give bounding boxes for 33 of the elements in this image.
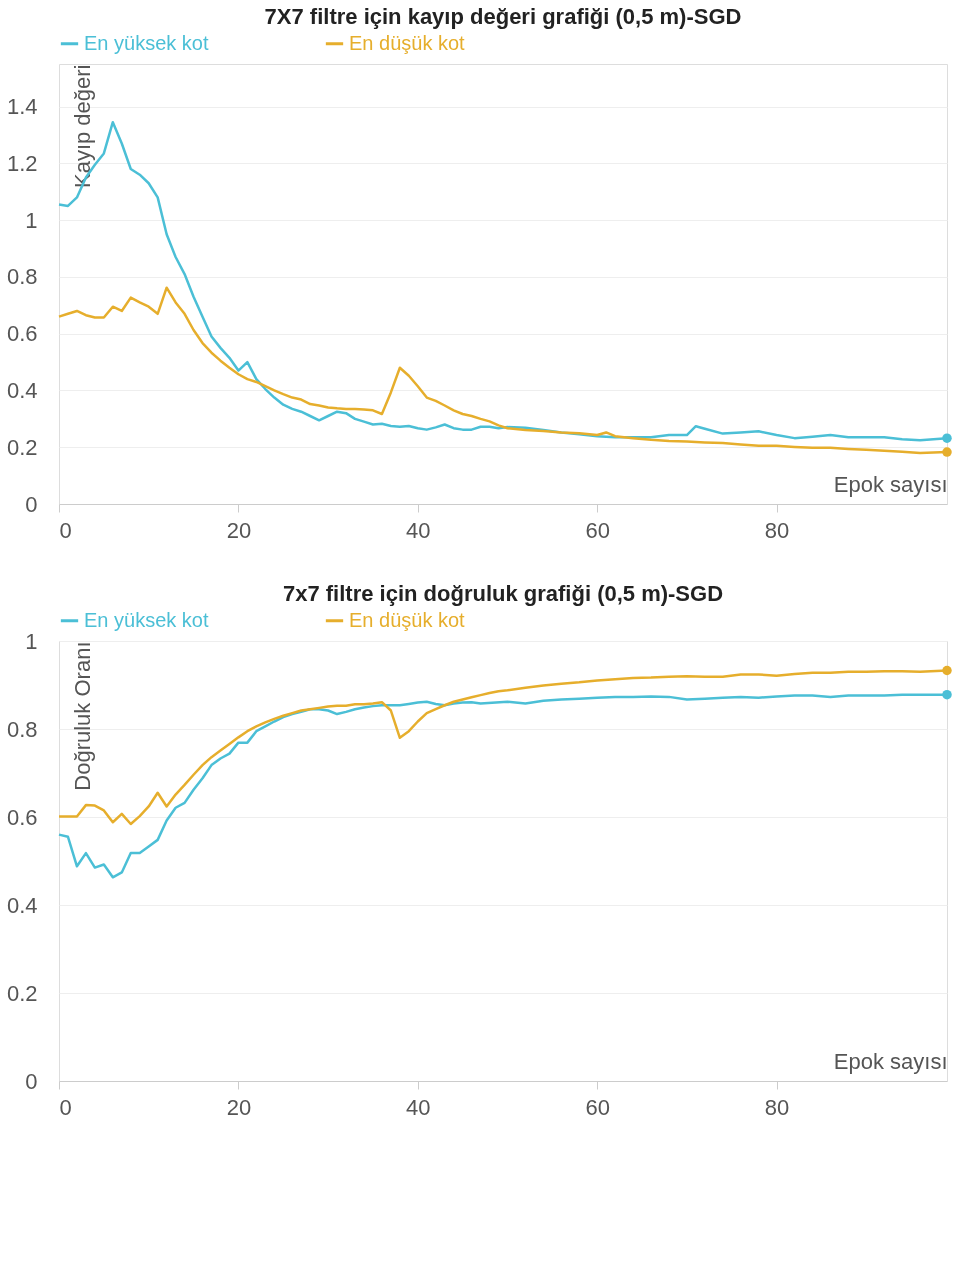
x-tick-label: 0 [59, 1094, 72, 1120]
y-tick-label: 1.2 [6, 150, 38, 176]
x-tick-label: 40 [406, 517, 431, 543]
y-tick-label: 0.6 [6, 804, 38, 830]
legend-label: En düşük kot [349, 608, 466, 631]
chart-title: 7X7 filtre için kayıp değeri grafiği (0,5 m)-SGD [264, 4, 742, 29]
legend-label: En yüksek kot [84, 31, 209, 54]
x-tick-label: 20 [226, 1094, 252, 1120]
y-tick-label: 0 [25, 491, 38, 517]
x-tick-label: 60 [585, 517, 610, 543]
x-axis-title: Epok sayısı [833, 1048, 948, 1074]
y-tick-label: 0.2 [6, 980, 38, 1006]
y-tick-label: 0.6 [6, 321, 38, 347]
x-tick-label: 60 [585, 1094, 610, 1120]
y-tick-label: 0.8 [6, 716, 38, 742]
y-tick-label: 1 [25, 628, 38, 654]
y-tick-label: 0.8 [6, 264, 38, 290]
x-tick-label: 20 [226, 517, 252, 543]
x-tick-label: 40 [406, 1094, 431, 1120]
legend-label: En düşük kot [349, 31, 466, 54]
x-tick-label: 0 [59, 517, 72, 543]
y-axis-title: Doğruluk Oranı [69, 641, 95, 791]
x-tick-label: 80 [764, 517, 790, 543]
x-tick-label: 80 [764, 1094, 790, 1120]
y-tick-label: 0.4 [6, 377, 38, 403]
chart-title: 7x7 filtre için doğruluk grafiği (0,5 m)-SGD [282, 581, 724, 606]
y-tick-label: 0 [25, 1068, 38, 1094]
y-tick-label: 0.2 [6, 434, 38, 460]
legend-label: En yüksek kot [84, 608, 209, 631]
y-tick-label: 1 [25, 207, 38, 233]
y-tick-label: 1.4 [6, 94, 38, 120]
x-axis-title: Epok sayısı [833, 471, 948, 497]
y-tick-label: 0.4 [6, 892, 38, 918]
